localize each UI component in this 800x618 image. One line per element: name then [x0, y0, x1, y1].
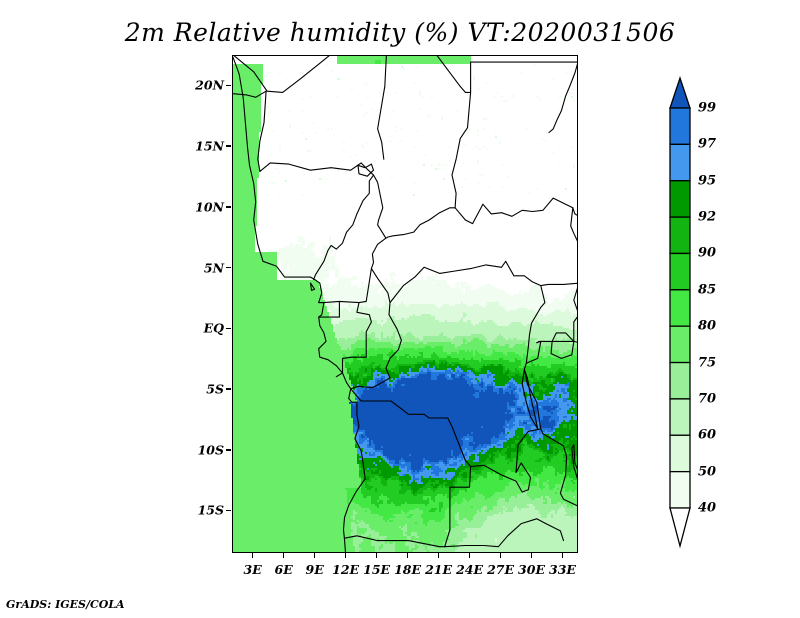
y-tick-mark: [226, 266, 231, 269]
x-axis-label: 3E: [243, 562, 262, 577]
colorbar-label: 92: [698, 209, 717, 225]
colorbar: 99 97 95 92 90 85 80 75 70 60 50 40: [660, 70, 740, 555]
x-tick-mark: [437, 553, 440, 558]
colorbar-label: 40: [698, 500, 717, 516]
x-axis-label: 15E: [363, 562, 391, 577]
x-axis-label: 21E: [425, 562, 453, 577]
x-axis-label: 27E: [487, 562, 514, 577]
colorbar-label: 97: [698, 136, 717, 152]
humidity-heatmap: [233, 56, 577, 552]
colorbar-extend-low: [669, 507, 691, 549]
y-tick-mark: [226, 449, 231, 451]
y-tick-mark: [226, 327, 231, 330]
colorbar-label: 50: [698, 464, 717, 480]
y-tick-mark: [226, 388, 231, 390]
x-tick-mark: [561, 553, 564, 558]
humidity-cell-group: [285, 66, 577, 542]
x-axis-label: 6E: [274, 562, 293, 577]
y-tick-mark: [226, 145, 231, 147]
x-tick-mark: [499, 553, 502, 558]
humidity-cell-group: [233, 56, 577, 552]
y-axis-label: 5N: [203, 260, 224, 276]
colorbar-label: 60: [698, 427, 717, 443]
colorbar-label: 85: [698, 282, 717, 298]
x-axis-label: 12E: [332, 562, 360, 577]
x-tick-mark: [375, 553, 378, 558]
colorbar-label: 80: [698, 318, 717, 334]
humidity-cell-group: [351, 364, 577, 484]
page-title: 2m Relative humidity (%) VT:2020031506: [124, 18, 676, 47]
y-tick-mark: [226, 206, 231, 208]
colorbar-label: 95: [698, 173, 717, 189]
x-axis-label: 30E: [518, 562, 545, 577]
y-axis-label: 15N: [195, 138, 224, 154]
colorbar-label: 99: [698, 100, 717, 116]
x-tick-mark: [468, 553, 471, 558]
credit-text: GrADS: IGES/COLA: [6, 598, 125, 611]
colorbar-tick-labels: 99 97 95 92 90 85 80 75 70 60 50 40: [660, 70, 740, 555]
y-axis-label: 10S: [197, 442, 224, 458]
y-tick-mark: [226, 509, 231, 512]
humidity-cell-group: [343, 60, 577, 526]
humidity-cell-group: [233, 56, 577, 304]
x-tick-mark: [406, 553, 409, 558]
y-axis-label: 10N: [195, 199, 224, 215]
x-tick-mark: [530, 553, 533, 558]
y-axis-label: 20N: [195, 77, 224, 93]
x-tick-mark: [344, 553, 347, 558]
x-axis-label: 9E: [305, 562, 324, 577]
humidity-cell-group: [349, 372, 557, 472]
colorbar-label: 90: [698, 245, 717, 261]
y-axis-label: 5S: [206, 381, 224, 397]
map-canvas: [232, 55, 578, 553]
colorbar-label: 75: [698, 355, 717, 371]
x-axis-label: 24E: [456, 562, 484, 577]
x-axis-label: 18E: [394, 562, 422, 577]
y-axis-label: EQ: [203, 320, 224, 336]
x-tick-mark: [251, 553, 254, 558]
y-tick-mark: [226, 84, 231, 87]
country-borders: [233, 56, 577, 552]
x-axis-label: 33E: [549, 562, 576, 577]
humidity-cell-group: [349, 360, 577, 494]
colorbar-swatches: [669, 75, 691, 549]
y-axis-label: 15S: [197, 502, 224, 518]
humidity-cell-group: [347, 360, 577, 496]
humidity-cell-group: [345, 350, 577, 512]
humidity-cell-group: [337, 330, 577, 552]
x-tick-mark: [313, 553, 316, 558]
x-tick-mark: [282, 553, 285, 558]
colorbar-label: 70: [698, 391, 717, 407]
